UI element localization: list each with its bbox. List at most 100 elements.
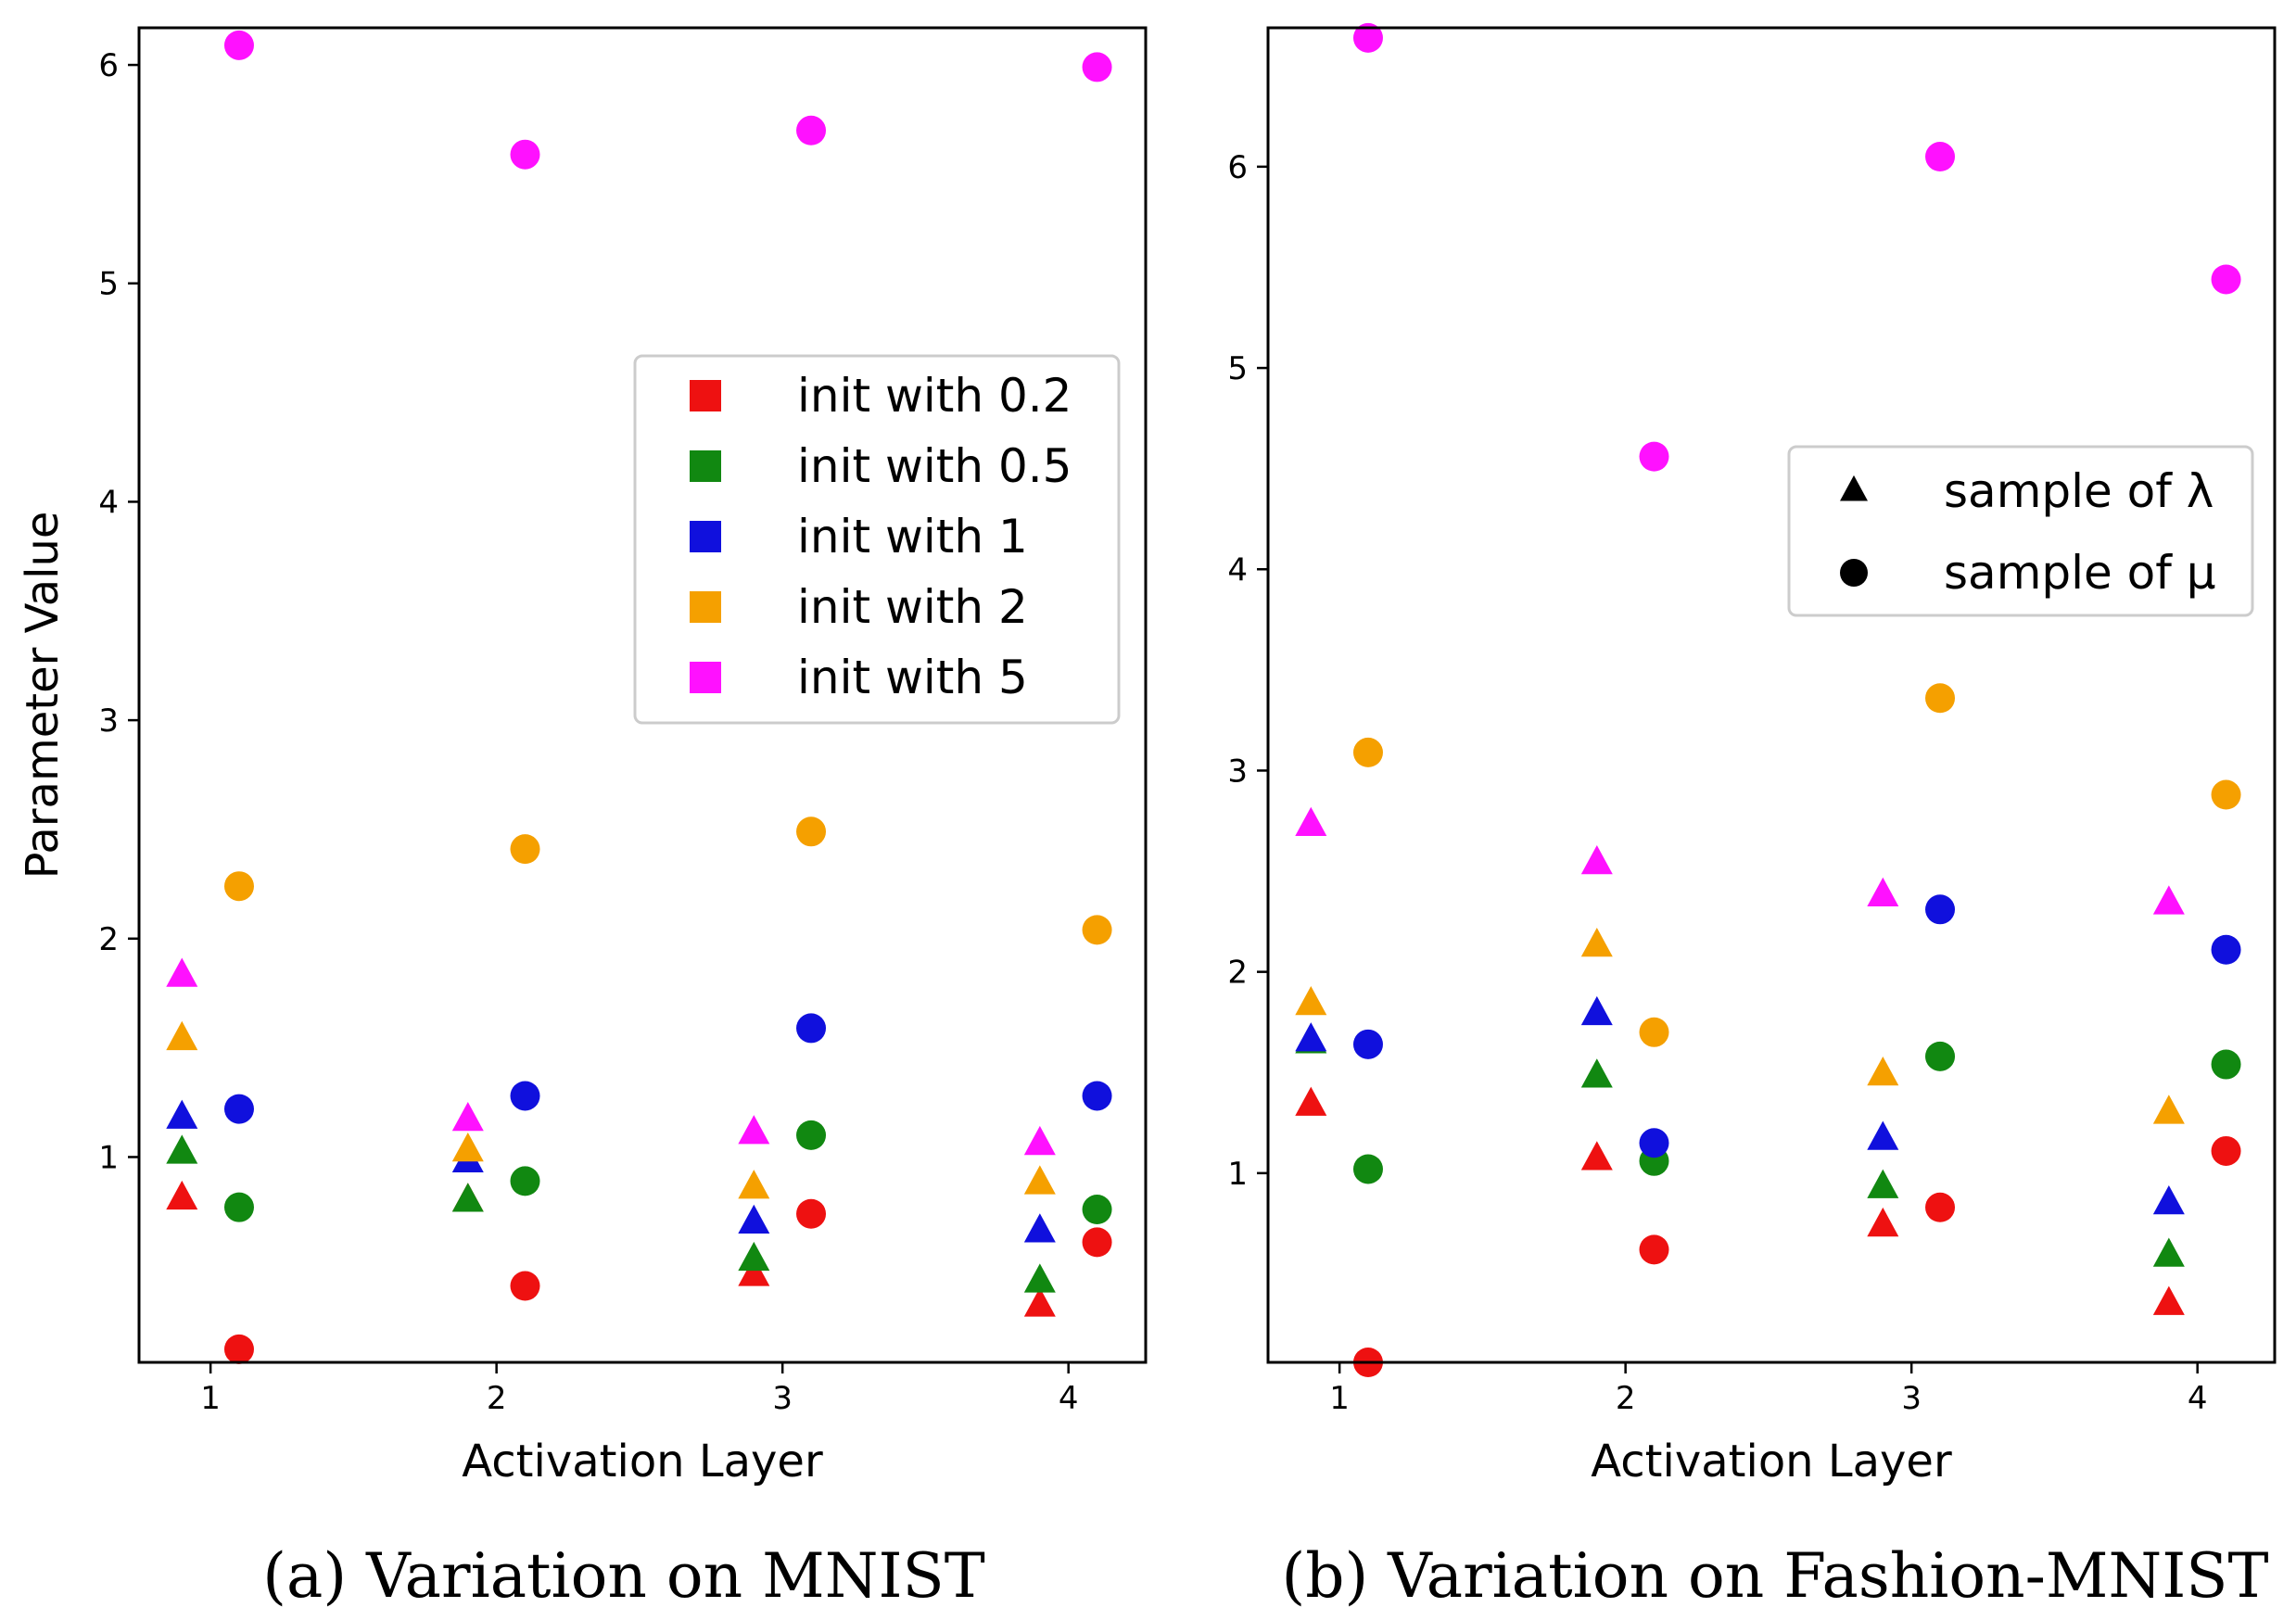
panel-b-mu-point-init-with-0-2-layer-3 (1925, 1192, 1956, 1222)
panel-a-lambda-point-init-with-0-5-layer-3 (738, 1241, 770, 1272)
panel-b-x-tick-label: 2 (1616, 1380, 1636, 1417)
panel-b-mu-point-init-with-0-5-layer-4 (2211, 1049, 2241, 1080)
panel-a-lambda-point-init-with-5-layer-4 (1023, 1125, 1056, 1156)
panel-b-y-tick-label: 5 (1227, 350, 1248, 387)
panel-b-mu-point-init-with-2-layer-1 (1352, 737, 1383, 767)
panel-a-x-ticks: 1 2 3 4 (200, 1362, 1079, 1417)
panel-b-lambda-point-init-with-1-layer-4 (2152, 1185, 2185, 1215)
panel-b-x-tick-label: 4 (2188, 1380, 2208, 1417)
panel-b-mu-point-init-with-5-layer-4 (2211, 264, 2241, 295)
panel-b-legend-label: sample of λ (1944, 464, 2214, 518)
panel-b-mu-point-init-with-1-layer-4 (2211, 934, 2241, 965)
panel-a-y-tick-label: 3 (98, 702, 119, 740)
panel-a-mu-point-init-with-0-5-layer-2 (510, 1166, 540, 1196)
panel-b-legend-box (1787, 445, 2254, 617)
panel-b-y-tick-label: 6 (1227, 149, 1248, 186)
panel-a-x-axis-label: Activation Layer (462, 1436, 823, 1487)
panel-b-legend-marker-triangle (1840, 475, 1868, 501)
panel-b-x-tick-label: 1 (1329, 1380, 1350, 1417)
panel-a-caption: (a) Variation on MNIST (262, 1540, 985, 1612)
panel-a-legend-label: init with 0.2 (797, 369, 1072, 423)
panel-b-mu-point-init-with-0-5-layer-3 (1925, 1041, 1956, 1071)
panel-a-legend-label: init with 1 (797, 510, 1028, 563)
panel-b-mu-point-init-with-1-layer-2 (1639, 1128, 1669, 1158)
panel-b-lambda-point-init-with-0-2-layer-2 (1580, 1141, 1613, 1171)
panel-b-lambda-point-init-with-2-layer-2 (1580, 928, 1613, 957)
panel-a-mu-point-init-with-2-layer-1 (223, 871, 254, 902)
panel-b-lambda-point-init-with-5-layer-1 (1295, 806, 1327, 836)
panel-b-y-tick-label: 4 (1227, 551, 1248, 589)
panel-b-lambda-point-init-with-1-layer-1 (1295, 1022, 1327, 1052)
panel-b-legend-items: sample of λ sample of μ (1840, 464, 2216, 600)
panel-a-lambda-point-init-with-0-2-layer-4 (1023, 1287, 1056, 1317)
panel-a-mu-point-init-with-0-5-layer-3 (796, 1120, 827, 1150)
panel-a-lambda-point-init-with-2-layer-3 (738, 1170, 770, 1199)
panel-b-chart: 1 2 3 4 1 2 3 4 5 6 Activation Layer sample of λ… (1227, 22, 2277, 1612)
panel-a-y-tick-label: 1 (98, 1139, 119, 1176)
panel-b-lambda-point-init-with-0-2-layer-1 (1295, 1086, 1327, 1116)
panel-b-mu-point-init-with-5-layer-2 (1639, 441, 1669, 472)
panel-b-legend: sample of λ sample of μ (1787, 445, 2254, 617)
panel-b-lambda-point-init-with-1-layer-2 (1580, 995, 1613, 1026)
panel-a-y-tick-label: 4 (98, 484, 119, 521)
panel-a-y-tick-label: 6 (98, 47, 119, 84)
panel-a-lambda-point-init-with-0-2-layer-1 (166, 1180, 198, 1210)
panel-a-lambda-point-init-with-5-layer-3 (738, 1115, 770, 1145)
panel-b-legend-label: sample of μ (1944, 546, 2216, 600)
panel-b-lambda-point-init-with-5-layer-4 (2152, 885, 2185, 915)
panel-b-lambda-point-init-with-0-5-layer-2 (1580, 1058, 1613, 1088)
panel-a-mu-point-init-with-1-layer-2 (510, 1081, 540, 1111)
panel-a-marks (166, 30, 1112, 1364)
panel-a-legend-swatch (690, 450, 721, 482)
panel-b-caption: (b) Variation on Fashion-MNIST (1281, 1540, 2268, 1612)
panel-a-mu-point-init-with-1-layer-3 (796, 1013, 827, 1044)
panel-b-mu-point-init-with-1-layer-1 (1352, 1029, 1383, 1059)
panel-a-mu-point-init-with-0-2-layer-4 (1082, 1227, 1112, 1258)
panel-a-lambda-point-init-with-1-layer-3 (738, 1204, 770, 1234)
panel-a-lambda-point-init-with-5-layer-2 (451, 1102, 484, 1132)
panel-a-mu-point-init-with-0-2-layer-2 (510, 1271, 540, 1301)
panel-a-legend: init with 0.2 init with 0.5 init with 1 ini… (633, 354, 1121, 725)
panel-a-legend-label: init with 2 (797, 580, 1028, 634)
panel-a-legend-swatch (690, 521, 721, 552)
panel-a-mu-point-init-with-5-layer-2 (510, 139, 540, 170)
panel-b-lambda-point-init-with-0-5-layer-3 (1867, 1169, 1899, 1198)
panel-a-x-tick-label: 1 (200, 1380, 221, 1417)
panel-a-legend-label: init with 5 (797, 651, 1028, 704)
panel-a-mu-point-init-with-5-layer-4 (1082, 52, 1112, 82)
panel-a-mu-point-init-with-0-5-layer-1 (223, 1192, 254, 1222)
panel-a-legend-box (633, 354, 1121, 725)
panel-a-lambda-point-init-with-0-5-layer-4 (1023, 1263, 1056, 1293)
panel-a-mu-point-init-with-5-layer-3 (796, 115, 827, 146)
panel-b-lambda-point-init-with-2-layer-4 (2152, 1095, 2185, 1124)
panel-b-marks (1295, 22, 2241, 1377)
panel-a-legend-swatch (690, 591, 721, 623)
panel-b-lambda-point-init-with-0-2-layer-3 (1867, 1207, 1899, 1237)
panel-a-mu-point-init-with-2-layer-3 (796, 816, 827, 847)
panel-a-y-tick-label: 2 (98, 921, 119, 958)
panel-a-x-tick-label: 2 (487, 1380, 507, 1417)
panel-a-mu-point-init-with-2-layer-4 (1082, 915, 1112, 945)
panel-a-mu-point-init-with-0-2-layer-1 (223, 1334, 254, 1364)
panel-b-mu-point-init-with-5-layer-3 (1925, 142, 1956, 172)
panel-b-lambda-point-init-with-2-layer-3 (1867, 1057, 1899, 1086)
panel-a-legend-items: init with 0.2 init with 0.5 init with 1 ini… (690, 369, 1072, 704)
panel-a-lambda-point-init-with-1-layer-4 (1023, 1213, 1056, 1243)
panel-b-y-tick-label: 2 (1227, 955, 1248, 992)
panel-a-mu-point-init-with-1-layer-1 (223, 1094, 254, 1124)
panel-a-x-tick-label: 4 (1059, 1380, 1079, 1417)
panel-a-plot-frame (137, 26, 1148, 1364)
panel-b-lambda-point-init-with-0-2-layer-4 (2152, 1285, 2185, 1315)
panel-b-x-axis-label: Activation Layer (1591, 1436, 1952, 1487)
panel-b-lambda-point-init-with-0-5-layer-4 (2152, 1237, 2185, 1267)
panel-a-mu-point-init-with-2-layer-2 (510, 834, 540, 865)
panel-b-y-tick-label: 3 (1227, 753, 1248, 790)
panel-b-mu-point-init-with-2-layer-2 (1639, 1017, 1669, 1047)
panel-b-x-ticks: 1 2 3 4 (1329, 1362, 2208, 1417)
panel-b-lambda-point-init-with-5-layer-2 (1580, 844, 1613, 875)
panel-a-mu-point-init-with-0-2-layer-3 (796, 1198, 827, 1229)
panel-a-lambda-point-init-with-2-layer-1 (166, 1020, 198, 1051)
panel-b-mu-point-init-with-5-layer-1 (1352, 22, 1383, 53)
panel-a-x-tick-label: 3 (772, 1380, 793, 1417)
